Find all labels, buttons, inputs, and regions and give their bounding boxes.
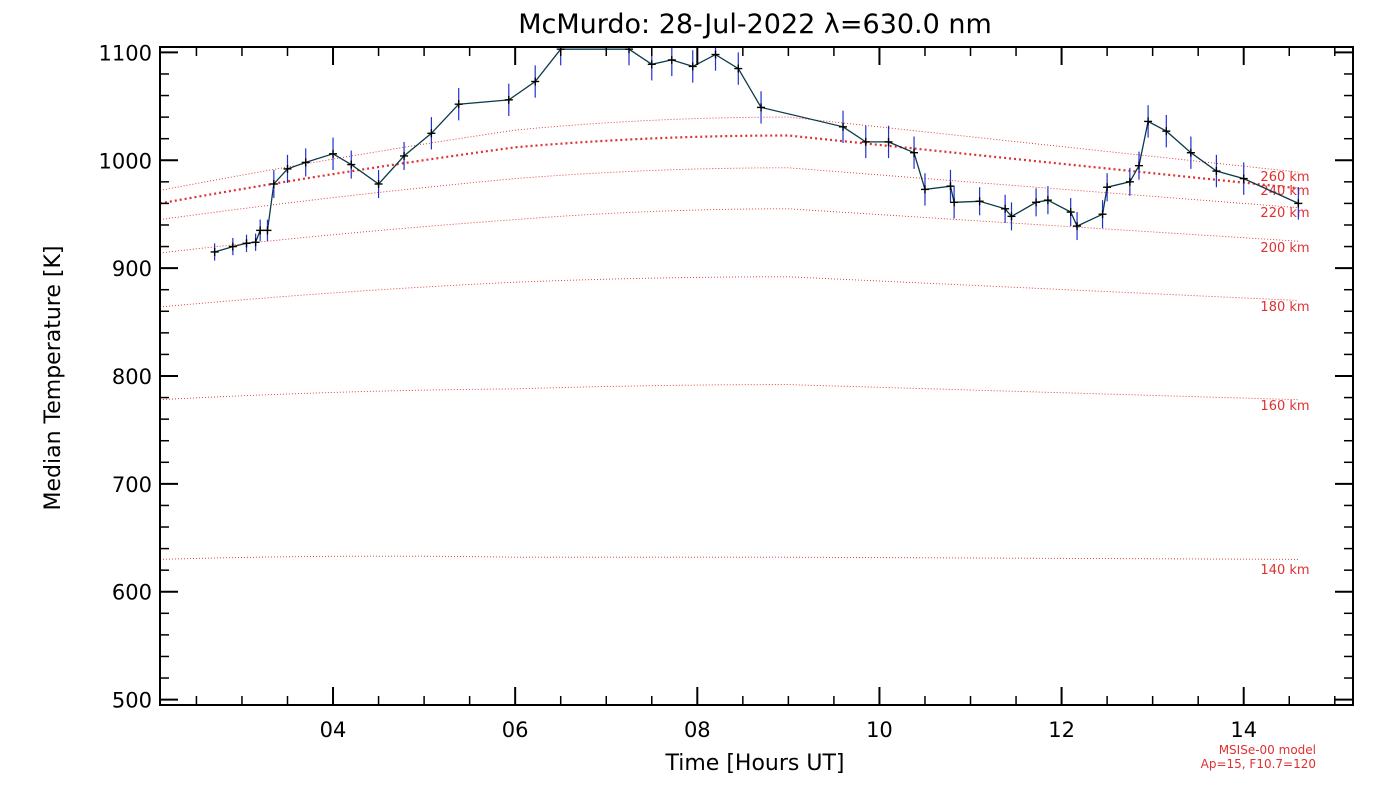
data-point — [625, 47, 634, 54]
data-point — [504, 95, 513, 104]
y-tick-label: 900 — [112, 257, 152, 281]
x-tick-label: 04 — [320, 718, 347, 742]
data-point — [1066, 208, 1075, 217]
data-point — [374, 179, 383, 188]
y-tick-label: 1100 — [99, 41, 152, 65]
model-curve-220km — [160, 167, 1299, 221]
data-point — [1134, 161, 1143, 170]
y-tick-label: 500 — [112, 689, 152, 713]
data-point — [1186, 148, 1195, 157]
axes: 500 600 700 800 900 1000 1100 04 06 08 10 12 14 — [99, 41, 1354, 742]
model-label-220km: 220 km — [1260, 206, 1309, 221]
model-curve-180km — [160, 276, 1299, 308]
y-tick-label: 800 — [112, 365, 152, 389]
footnote-line: MSISe-00 model — [1219, 743, 1316, 757]
data-point — [1162, 127, 1171, 136]
data-point — [263, 226, 272, 235]
data-point — [283, 164, 292, 173]
data-point — [757, 103, 766, 112]
x-tick-label: 08 — [684, 718, 711, 742]
data-point — [242, 239, 251, 248]
data-point — [688, 62, 697, 71]
data-point — [427, 129, 436, 138]
data-point — [950, 198, 959, 207]
y-tick-label: 700 — [112, 473, 152, 497]
model-curve-200km — [160, 208, 1299, 254]
data-point — [454, 100, 463, 109]
data-point — [884, 137, 893, 146]
data-point — [301, 158, 310, 167]
data-point — [1103, 183, 1112, 192]
data-point — [711, 50, 720, 59]
model-label-240km: 240 km — [1260, 184, 1309, 199]
data-point — [400, 151, 409, 160]
data-point — [1294, 199, 1303, 208]
y-tick-label: 600 — [112, 581, 152, 605]
data-point — [861, 137, 870, 146]
data-point — [1073, 222, 1082, 231]
data-series — [210, 47, 1303, 261]
data-point — [734, 64, 743, 73]
model-label-180km: 180 km — [1260, 300, 1309, 315]
data-point — [1007, 212, 1016, 221]
data-line — [214, 48, 1299, 253]
data-point — [1032, 198, 1041, 207]
data-point — [839, 122, 848, 131]
data-point — [347, 160, 356, 169]
y-tick-label: 1000 — [99, 149, 152, 173]
x-tick-label: 14 — [1230, 718, 1257, 742]
x-tick-label: 10 — [866, 718, 893, 742]
data-point — [256, 226, 265, 235]
data-point — [1144, 117, 1153, 126]
data-point — [210, 247, 219, 256]
data-point — [910, 148, 919, 157]
data-point — [1212, 167, 1221, 176]
chart-title: McMurdo: 28-Jul-2022 λ=630.0 nm — [518, 9, 992, 40]
data-point — [228, 242, 237, 251]
data-point — [1239, 174, 1248, 183]
data-point — [975, 197, 984, 206]
footnote-line: Ap=15, F10.7=120 — [1201, 757, 1316, 771]
model-curves: 140 km 160 km 180 km 200 km 220 km 240 km260 … — [160, 116, 1310, 578]
data-point — [647, 60, 656, 69]
data-point — [251, 238, 260, 247]
data-point — [1125, 177, 1134, 186]
model-label-140km: 140 km — [1260, 563, 1309, 578]
x-axis-label: Time [Hours UT] — [665, 751, 845, 776]
model-curve-260km — [160, 116, 1299, 191]
data-point — [531, 77, 540, 86]
data-point — [1098, 210, 1107, 219]
y-axis-label: Median Temperature [K] — [41, 246, 66, 511]
data-point — [269, 179, 278, 188]
plot-frame — [159, 46, 1354, 706]
data-point — [1001, 204, 1010, 213]
model-label-200km: 200 km — [1260, 241, 1309, 256]
data-point — [667, 55, 676, 64]
data-point — [329, 149, 338, 158]
model-curve-140km — [160, 555, 1299, 560]
data-point — [920, 185, 929, 194]
model-curve-160km — [160, 384, 1299, 401]
model-curve-240km — [160, 134, 1299, 205]
data-point — [946, 182, 955, 191]
x-tick-label: 06 — [502, 718, 529, 742]
model-label-160km: 160 km — [1260, 399, 1309, 414]
x-tick-label: 12 — [1048, 718, 1075, 742]
data-point — [1043, 196, 1052, 205]
model-label-260km: 260 km — [1260, 170, 1309, 185]
